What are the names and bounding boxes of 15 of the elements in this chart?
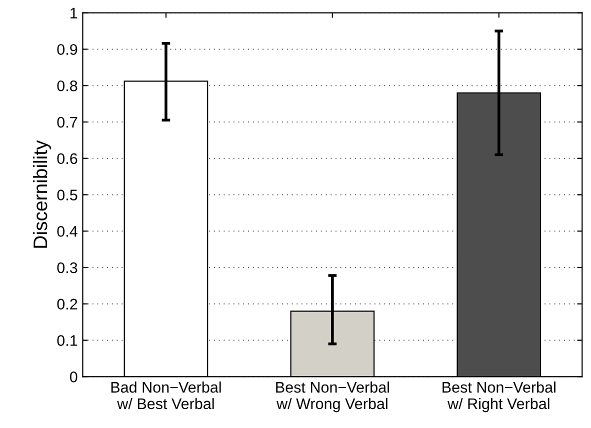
- x-tick-label: Best Non−Verbal w/ Right Verbal: [442, 382, 556, 412]
- y-tick-label: 0.5: [57, 190, 78, 200]
- x-tick-label: Best Non−Verbal w/ Wrong Verbal: [276, 382, 389, 412]
- y-tick-label: 0.7: [57, 116, 78, 128]
- y-tick-label: 0.6: [57, 153, 78, 164]
- y-tick-label: 0: [70, 372, 78, 382]
- y-tick-label: 0.8: [57, 80, 78, 92]
- x-tick-label: Bad Non−Verbal w/ Best Verbal: [111, 382, 221, 410]
- y-axis-title: Discernibility: [32, 140, 52, 248]
- y-tick-label: 0.2: [57, 298, 78, 310]
- y-tick-label: 0.9: [57, 44, 78, 55]
- y-tick-label: 0.3: [57, 262, 78, 274]
- y-tick-label: 0.1: [57, 335, 78, 346]
- y-tick-label: 0.4: [57, 226, 78, 237]
- y-tick-label: 1: [70, 8, 78, 18]
